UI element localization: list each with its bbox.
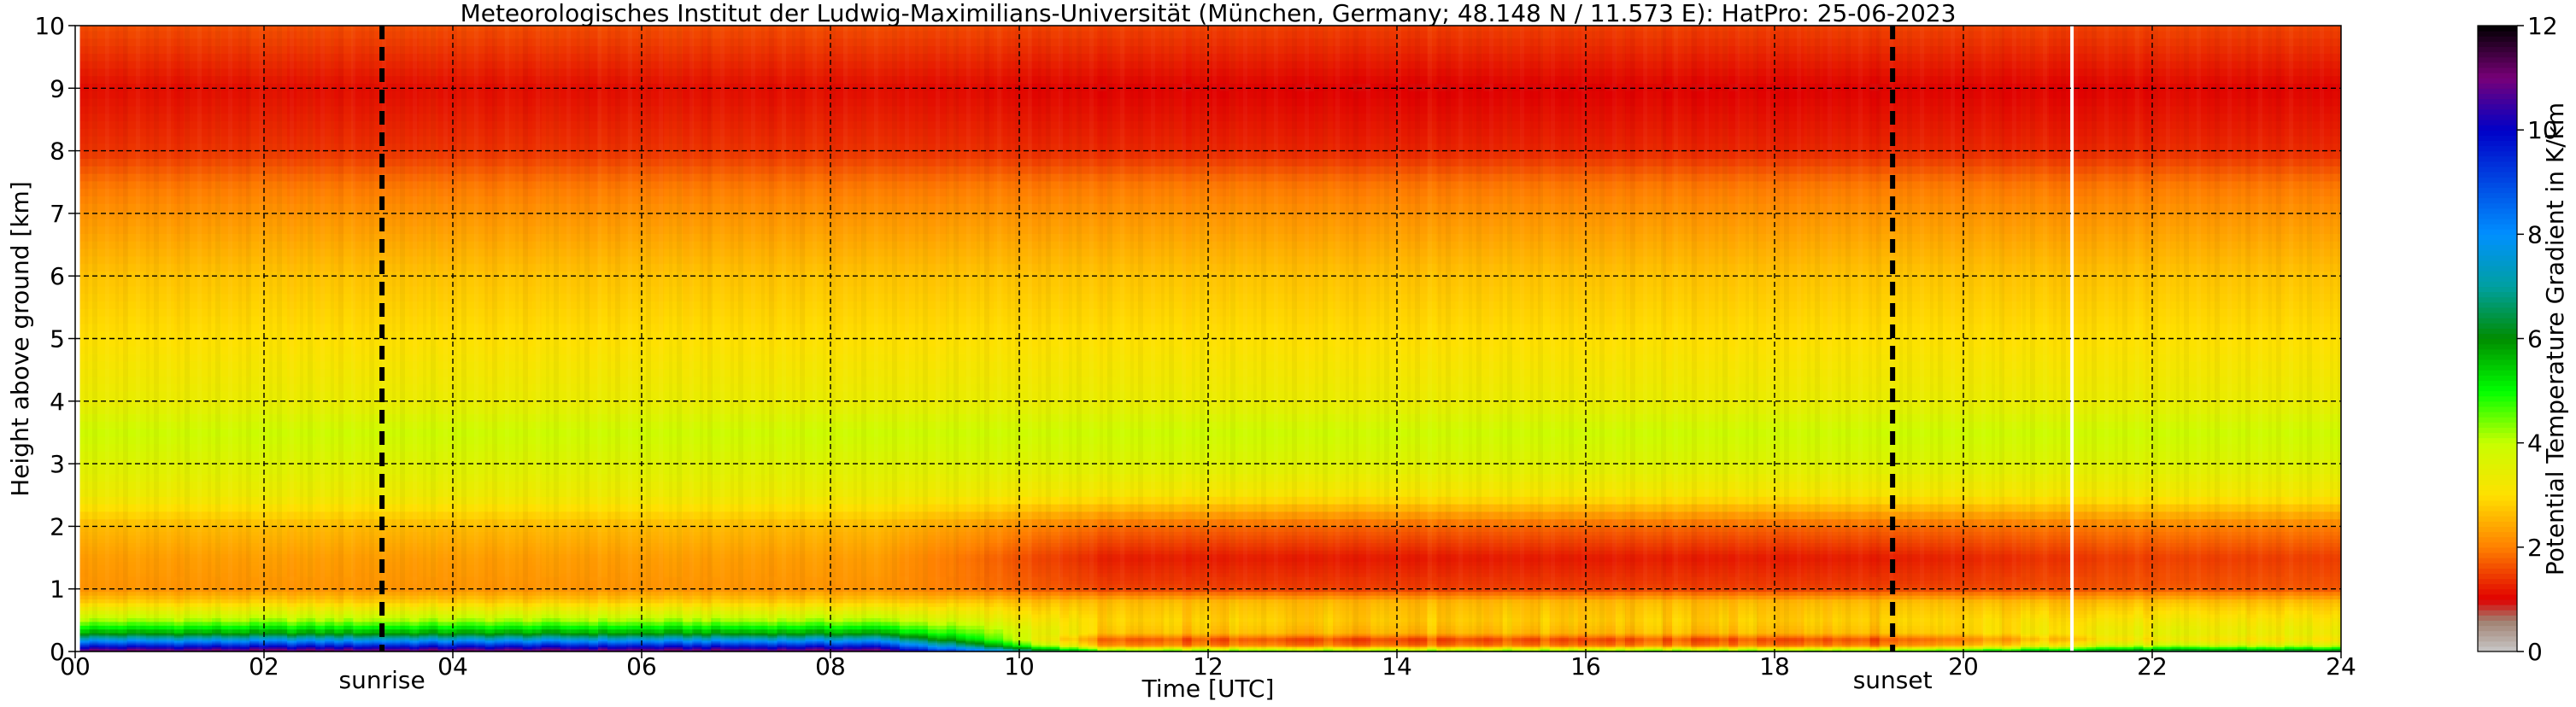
plot-area (75, 26, 2341, 651)
chart-title: Meteorologisches Institut der Ludwig-Max… (461, 0, 1957, 27)
